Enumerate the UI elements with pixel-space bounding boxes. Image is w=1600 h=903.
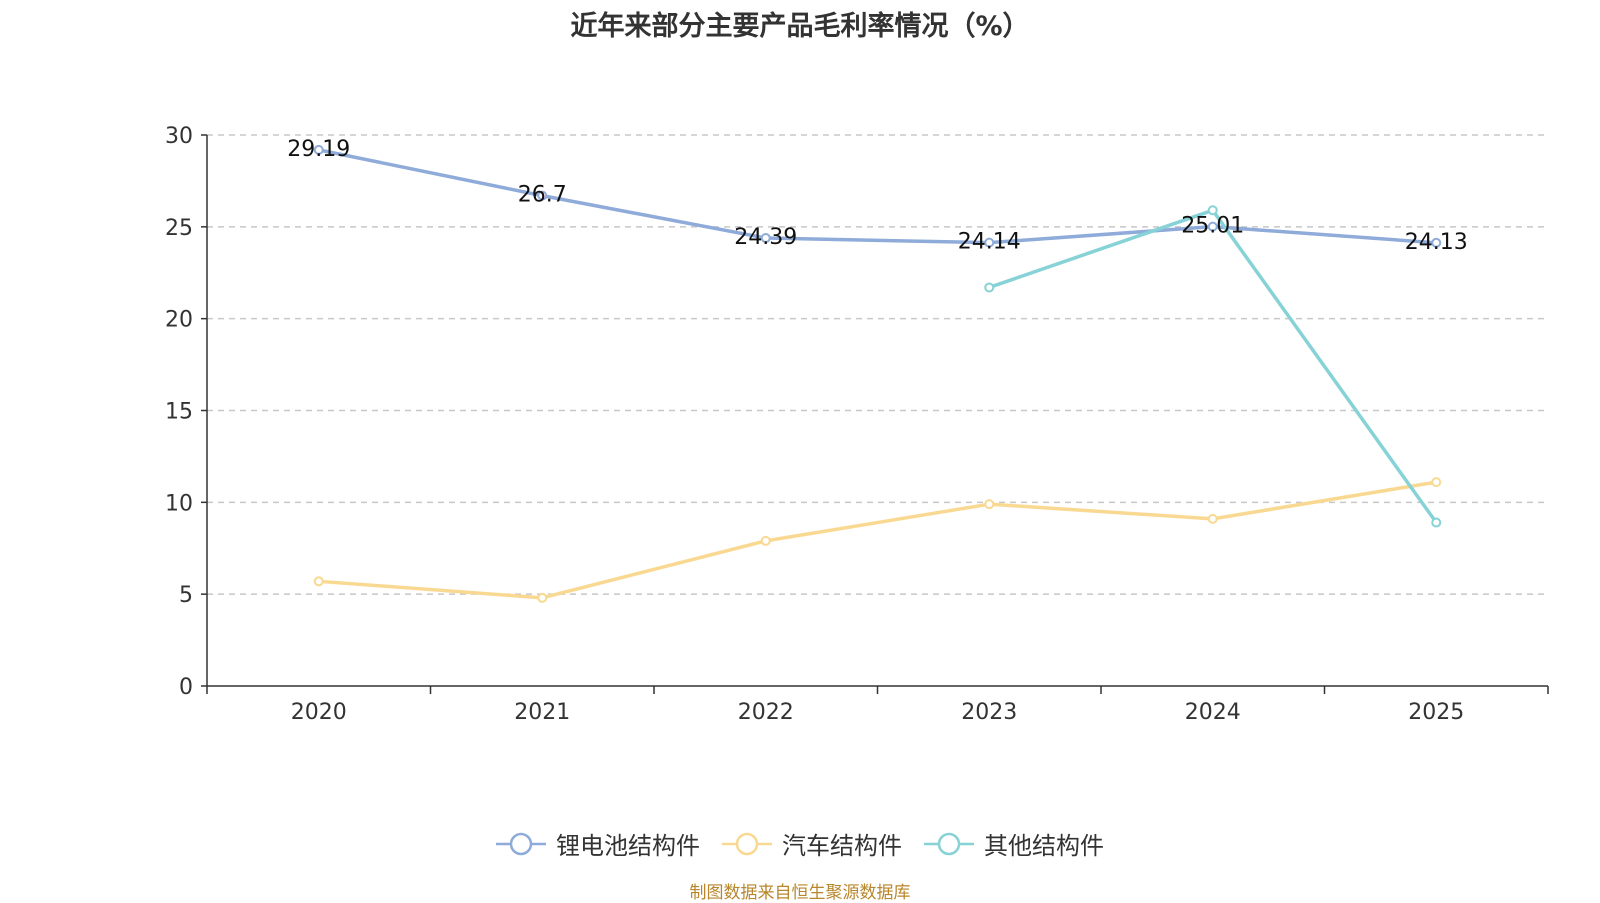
legend-label: 锂电池结构件 [556, 832, 700, 860]
legend-label: 其他结构件 [984, 832, 1104, 860]
x-tick-label: 2024 [1185, 700, 1241, 725]
legend-marker-icon [496, 832, 546, 855]
series-line-0 [318, 148, 1437, 245]
x-tick-label: 2021 [514, 700, 570, 725]
legend-item-1[interactable]: 汽车结构件 [722, 826, 902, 861]
data-point-series-1-2020 [313, 576, 324, 587]
x-tick-label: 2025 [1408, 700, 1464, 725]
data-labels: 29.19 26.7 24.39 24.14 25.01 24.13 [287, 137, 1467, 255]
data-point-series-1-2021 [537, 592, 548, 603]
series [313, 144, 1442, 603]
data-point-series-0-2022 [760, 233, 771, 244]
series-line-1 [318, 480, 1437, 600]
legend-item-2[interactable]: 其他结构件 [924, 826, 1104, 861]
y-tick-label: 15 [165, 400, 193, 425]
x-tick-label: 2020 [291, 700, 347, 725]
legend-label: 汽车结构件 [782, 832, 902, 860]
series-line-2 [988, 208, 1438, 524]
data-point-series-0-2024 [1207, 221, 1218, 232]
grid-lines [207, 134, 1548, 595]
data-label: 24.14 [958, 230, 1021, 255]
data-point-series-2-2023 [984, 282, 995, 293]
data-label: 24.39 [734, 225, 797, 250]
data-point-series-2-2024 [1207, 205, 1218, 216]
data-point-series-1-2025 [1431, 477, 1442, 488]
data-point-series-0-2025 [1431, 237, 1442, 248]
data-label: 26.7 [518, 183, 567, 208]
data-point-series-1-2022 [760, 535, 771, 546]
y-tick-label: 5 [179, 583, 193, 608]
y-tick-label: 10 [165, 491, 193, 516]
data-point-series-2-2025 [1431, 517, 1442, 528]
data-label: 24.13 [1405, 230, 1468, 255]
x-tick-label: 2023 [961, 700, 1017, 725]
legend-marker-circle [509, 832, 533, 855]
legend-marker-icon [924, 832, 974, 855]
legend-marker-icon [722, 832, 772, 855]
legend-marker-circle [735, 832, 759, 855]
y-tick-label: 0 [179, 675, 193, 700]
legend-item-0[interactable]: 锂电池结构件 [496, 826, 700, 861]
data-point-series-0-2023 [984, 237, 995, 248]
data-point-series-0-2020 [313, 144, 324, 155]
legend-marker-circle [937, 832, 961, 855]
y-tick-label: 30 [165, 124, 193, 149]
y-tick-label: 20 [165, 308, 193, 333]
source-note: 制图数据来自恒生聚源数据库 [689, 883, 911, 903]
data-label: 25.01 [1181, 214, 1244, 239]
data-point-series-1-2023 [984, 499, 995, 510]
data-point-series-0-2021 [537, 190, 548, 201]
data-label: 29.19 [287, 137, 350, 162]
y-tick-label: 25 [165, 216, 193, 241]
chart-title: 近年来部分主要产品毛利率情况（%） [570, 11, 1030, 42]
x-tick-label: 2022 [738, 700, 794, 725]
legend: 锂电池结构件 汽车结构件 其他结构件 [0, 826, 1600, 861]
data-point-series-1-2024 [1207, 513, 1218, 524]
